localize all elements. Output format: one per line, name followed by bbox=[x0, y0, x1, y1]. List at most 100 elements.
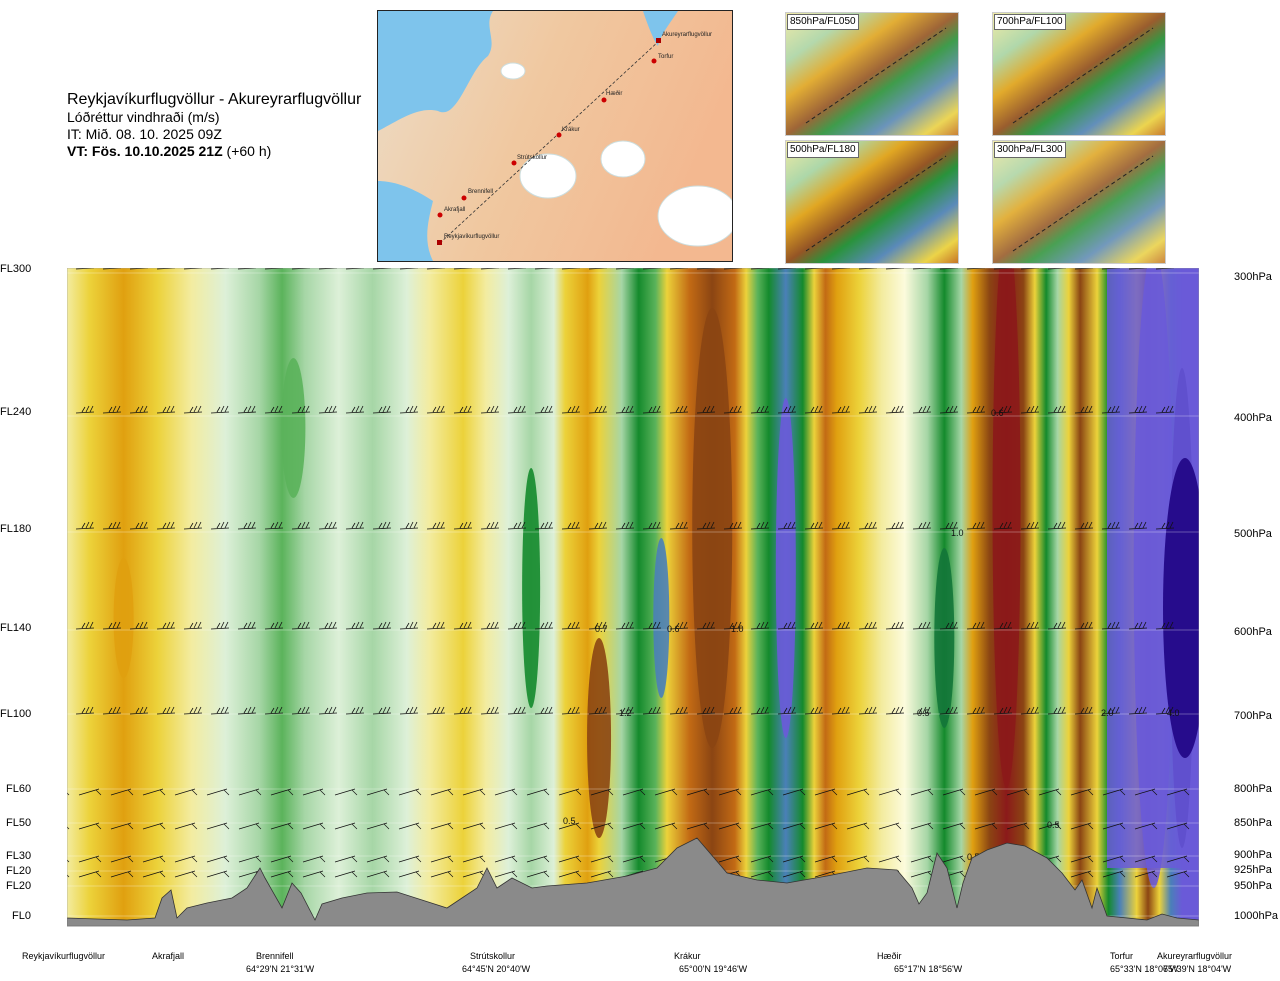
wind-barb bbox=[78, 822, 102, 830]
route-map-label: Hæðir bbox=[606, 90, 622, 97]
wind-barb bbox=[534, 521, 554, 530]
glacier-3 bbox=[657, 185, 732, 247]
thumbnail-image bbox=[993, 141, 1165, 263]
wind-barb bbox=[615, 621, 635, 630]
wind-barb bbox=[1020, 621, 1040, 630]
wind-barb bbox=[750, 521, 770, 530]
wind-barb bbox=[942, 855, 966, 863]
wind-barb bbox=[238, 855, 262, 863]
wind-barb bbox=[615, 405, 635, 414]
wind-barb bbox=[588, 405, 608, 414]
wind-barb bbox=[831, 621, 851, 630]
wind-barb bbox=[993, 706, 1013, 715]
wind-barb bbox=[942, 788, 966, 796]
wind-barb bbox=[1128, 405, 1148, 414]
wind-barb bbox=[1020, 405, 1040, 414]
wind-barb bbox=[270, 855, 294, 863]
wind-barb bbox=[480, 521, 500, 530]
wind-barb bbox=[453, 268, 473, 270]
wind-barb bbox=[1155, 621, 1175, 630]
wind-barb bbox=[206, 855, 230, 863]
wind-barb bbox=[183, 521, 203, 530]
thumbnail-850[interactable]: 850hPa/FL050 bbox=[785, 12, 959, 136]
thumbnail-image bbox=[786, 13, 958, 135]
wind-barb bbox=[561, 621, 581, 630]
wind-barb bbox=[831, 268, 851, 270]
station-name: Reykjavíkurflugvöllur bbox=[22, 951, 106, 961]
wind-barb bbox=[1128, 268, 1148, 270]
fl-label: FL50 bbox=[6, 817, 32, 829]
wind-barb bbox=[1020, 706, 1040, 715]
wind-barb bbox=[1047, 521, 1067, 530]
glacier-4 bbox=[500, 62, 526, 80]
wind-barb bbox=[183, 405, 203, 414]
wind-barb bbox=[507, 521, 527, 530]
wind-barb bbox=[885, 405, 905, 414]
wind-barb bbox=[110, 855, 134, 863]
wind-barb bbox=[426, 621, 446, 630]
wind-barb bbox=[75, 621, 95, 630]
wind-barb bbox=[588, 621, 608, 630]
wind-barb bbox=[237, 268, 257, 270]
wind-barb bbox=[156, 268, 176, 270]
wind-barb bbox=[156, 405, 176, 414]
wind-barb bbox=[494, 855, 518, 863]
wind-barb bbox=[174, 870, 198, 878]
wind-barb bbox=[334, 870, 358, 878]
wind-barb bbox=[1101, 405, 1121, 414]
wind-barb bbox=[526, 870, 550, 878]
wind-barb bbox=[1155, 405, 1175, 414]
wind-barb bbox=[1047, 268, 1067, 270]
thumbnail-700[interactable]: 700hPa/FL100 bbox=[992, 12, 1166, 136]
wind-barb bbox=[885, 268, 905, 270]
wind-barb bbox=[237, 706, 257, 715]
wind-barb bbox=[942, 822, 966, 830]
contour-label: 0.5 bbox=[1047, 820, 1060, 830]
wind-barb bbox=[480, 621, 500, 630]
wind-barb bbox=[885, 706, 905, 715]
wind-barb bbox=[858, 521, 878, 530]
wind-barb bbox=[174, 822, 198, 830]
lead-time: (+60 h) bbox=[226, 143, 272, 159]
wind-barb bbox=[561, 521, 581, 530]
issue-time: IT: Mið. 08. 10. 2025 09Z bbox=[67, 126, 222, 142]
contour-label: 1.2 bbox=[619, 708, 632, 718]
pressure-label: 600hPa bbox=[1234, 626, 1272, 638]
wind-barb bbox=[561, 706, 581, 715]
wind-barb bbox=[669, 706, 689, 715]
glacier-1 bbox=[519, 153, 577, 199]
wind-barb bbox=[398, 855, 422, 863]
wind-barb bbox=[1074, 621, 1094, 630]
wind-barb bbox=[302, 822, 326, 830]
wind-barb bbox=[399, 268, 419, 270]
contour-label: 1.0 bbox=[951, 528, 964, 538]
wind-barb bbox=[885, 621, 905, 630]
wind-barb bbox=[814, 822, 838, 830]
wind-barb bbox=[399, 706, 419, 715]
wind-barb bbox=[1038, 788, 1062, 796]
wind-barb bbox=[174, 855, 198, 863]
wind-barb bbox=[264, 521, 284, 530]
wind-barb bbox=[318, 621, 338, 630]
wind-barb bbox=[590, 788, 614, 796]
wind-barb bbox=[507, 405, 527, 414]
wind-barb bbox=[270, 822, 294, 830]
wind-barb bbox=[398, 822, 422, 830]
cross-section-chart: 0.50.70.61.01.20.50.61.02.04.00.50.51.1 bbox=[67, 268, 1199, 927]
wind-barb bbox=[1101, 621, 1121, 630]
thumbnail-500[interactable]: 500hPa/FL180 bbox=[785, 140, 959, 264]
wind-barb bbox=[750, 855, 774, 863]
contour-label: 0.7 bbox=[595, 624, 608, 634]
fl-label: FL100 bbox=[0, 708, 32, 720]
wind-barb bbox=[669, 521, 689, 530]
station-coord: 64°45'N 20°40'W bbox=[462, 964, 531, 974]
thumbnail-300[interactable]: 300hPa/FL300 bbox=[992, 140, 1166, 264]
wind-barb bbox=[398, 870, 422, 878]
wind-barb bbox=[939, 405, 959, 414]
route-map-label: Reykjavíkurflugvöllur bbox=[444, 234, 499, 240]
wind-barb bbox=[885, 521, 905, 530]
wind-barb bbox=[669, 268, 689, 270]
wind-barb bbox=[912, 268, 932, 270]
wind-barb bbox=[534, 405, 554, 414]
wind-barb bbox=[142, 822, 166, 830]
